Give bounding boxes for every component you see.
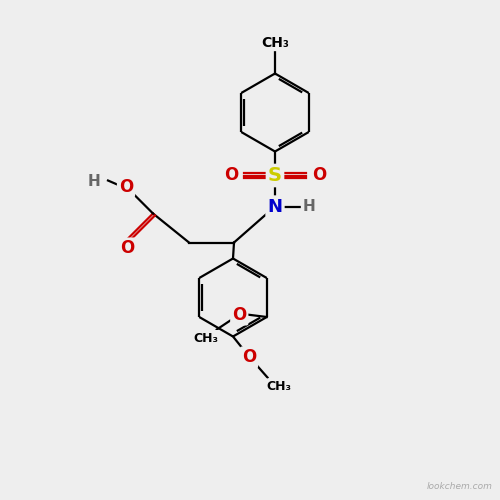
Text: O: O xyxy=(232,306,246,324)
Text: N: N xyxy=(268,198,282,216)
Text: CH₃: CH₃ xyxy=(261,36,289,50)
Text: O: O xyxy=(120,240,134,258)
Text: O: O xyxy=(224,166,238,184)
Text: O: O xyxy=(312,166,326,184)
Text: S: S xyxy=(268,166,282,185)
Text: CH₃: CH₃ xyxy=(266,380,291,393)
Text: O: O xyxy=(119,178,133,196)
Text: H: H xyxy=(88,174,101,189)
Text: CH₃: CH₃ xyxy=(194,332,218,344)
Text: H: H xyxy=(302,199,316,214)
Text: O: O xyxy=(242,348,256,366)
Text: lookchem.com: lookchem.com xyxy=(426,482,492,491)
